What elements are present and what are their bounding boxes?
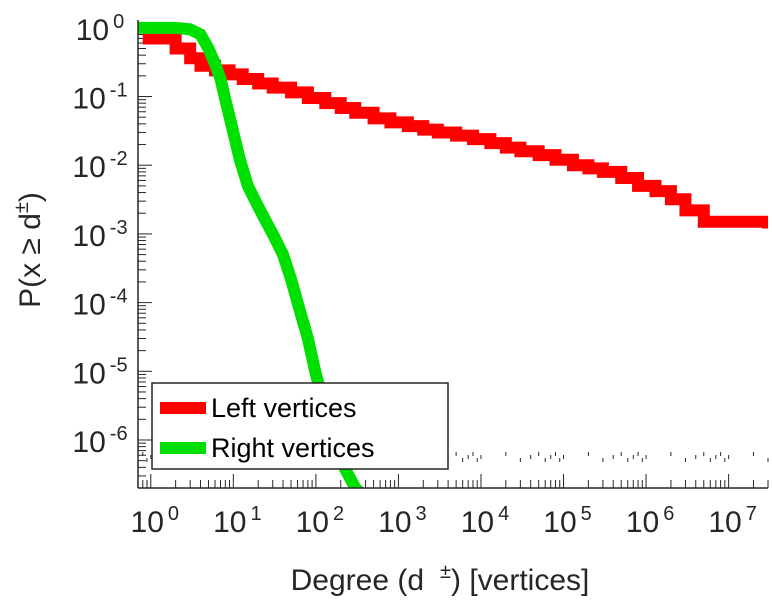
- y-tick-label: 10 -3: [72, 217, 127, 253]
- left-vertices-series-line: [142, 32, 768, 229]
- tick-label-exponent: -5: [110, 354, 128, 376]
- y-tick-label: 10 -2: [72, 148, 127, 184]
- x-axis-title-suffix: ) [vertices]: [451, 564, 589, 597]
- tick-label-exponent: 6: [663, 503, 674, 525]
- tick-label-exponent: 0: [168, 503, 179, 525]
- tick-label-base: 10: [213, 506, 246, 539]
- tick-label-base: 10: [76, 14, 109, 47]
- tick-label-exponent: -2: [110, 148, 128, 170]
- tick-label-base: 10: [378, 506, 411, 539]
- axis-titles: Degree (d ±) [vertices]P(x ≥ d±): [11, 192, 589, 597]
- y-tick-label: 10 0: [76, 11, 125, 47]
- tick-label-base: 10: [708, 506, 741, 539]
- tick-label-base: 10: [72, 289, 105, 322]
- x-tick-label: 10 7: [708, 503, 757, 539]
- y-tick-label: 10 -6: [72, 423, 127, 459]
- y-tick-label: 10 -1: [72, 80, 127, 116]
- tick-label-base: 10: [72, 83, 105, 116]
- y-tick-label: 10 -5: [72, 354, 127, 390]
- tick-label-exponent: -3: [110, 217, 128, 239]
- x-axis-title-main: Degree (d: [291, 564, 424, 597]
- x-tick-label: 10 2: [296, 503, 345, 539]
- y-axis-title-main: P(x ≥ d: [14, 213, 47, 308]
- y-tick-label: 10 -4: [72, 286, 127, 322]
- tick-label-exponent: 3: [416, 503, 427, 525]
- tick-label-exponent: 0: [113, 11, 124, 33]
- x-tick-label: 10 6: [626, 503, 675, 539]
- tick-label-base: 10: [131, 506, 164, 539]
- legend: Left vertices Right vertices: [151, 382, 449, 470]
- y-axis-title-suffix: ): [14, 192, 47, 202]
- legend-box: [151, 382, 449, 470]
- tick-label-base: 10: [72, 151, 105, 184]
- tick-label-base: 10: [72, 357, 105, 390]
- tick-labels: 10 0 10 1 10 2 10 3 10 4 10 5 10 6 10 710 010 -110 -210 -31…: [72, 11, 756, 539]
- tick-label-exponent: 2: [333, 503, 344, 525]
- tick-label-base: 10: [461, 506, 494, 539]
- tick-label-exponent: -1: [110, 80, 128, 102]
- tick-label-exponent: 7: [746, 503, 757, 525]
- x-tick-label: 10 4: [461, 503, 510, 539]
- tick-label-exponent: 5: [581, 503, 592, 525]
- x-tick-label: 10 3: [378, 503, 427, 539]
- y-axis-title-sup: ±: [11, 202, 33, 213]
- tick-label-base: 10: [72, 220, 105, 253]
- x-axis-title: Degree (d ±) [vertices]: [291, 561, 590, 597]
- legend-label: Left vertices: [211, 393, 357, 423]
- x-tick-label: 10 5: [543, 503, 592, 539]
- tick-label-base: 10: [296, 506, 329, 539]
- tick-label-exponent: 1: [250, 503, 261, 525]
- legend-label: Right vertices: [211, 433, 375, 463]
- tick-label-base: 10: [626, 506, 659, 539]
- x-tick-label: 10 0: [131, 503, 180, 539]
- x-axis-title-sup: ±: [440, 561, 451, 583]
- tick-label-exponent: -4: [110, 286, 128, 308]
- axes: [137, 20, 768, 489]
- tick-label-base: 10: [72, 426, 105, 459]
- x-tick-label: 10 1: [213, 503, 262, 539]
- tick-label-exponent: -6: [110, 423, 128, 445]
- tick-label-base: 10: [543, 506, 576, 539]
- tick-label-exponent: 4: [498, 503, 509, 525]
- y-axis-title: P(x ≥ d±): [11, 192, 47, 308]
